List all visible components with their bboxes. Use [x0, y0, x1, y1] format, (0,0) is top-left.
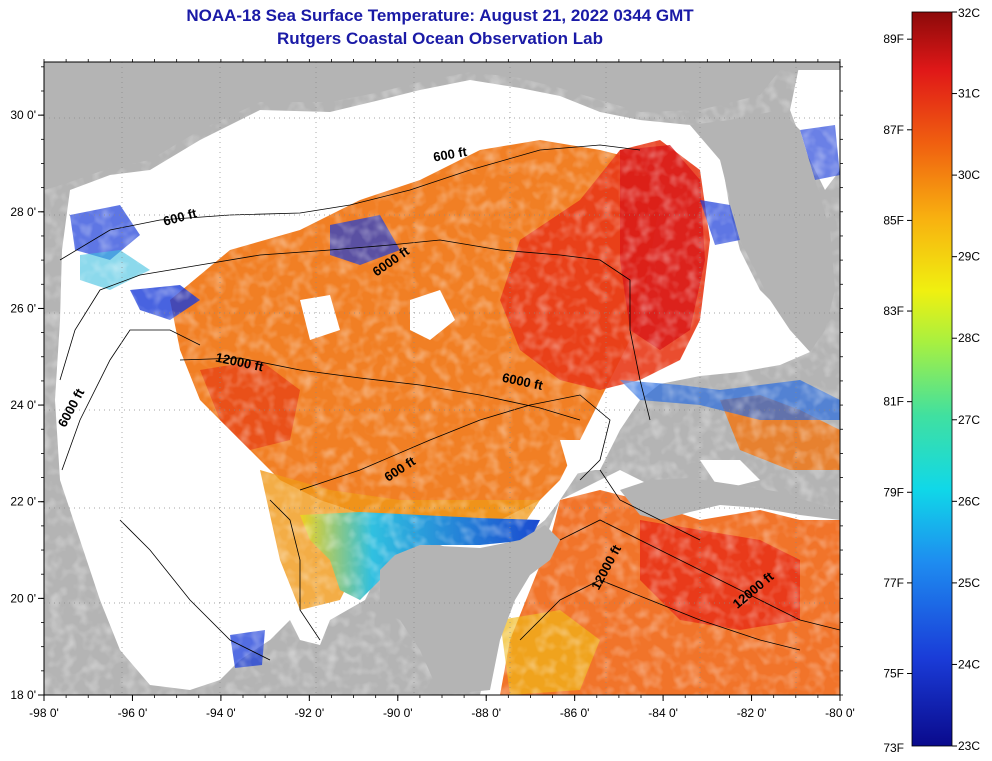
lon-tick-label: -96 0' [118, 706, 148, 720]
lat-lon-grid [44, 62, 840, 695]
lon-tick-label: -82 0' [737, 706, 767, 720]
lon-tick-label: -94 0' [206, 706, 236, 720]
contour-label: 600 ft [432, 144, 469, 165]
lon-tick-label: -92 0' [295, 706, 325, 720]
fahrenheit-label: 85F [883, 213, 904, 227]
lon-tick-label: -88 0' [471, 706, 501, 720]
celsius-label: 24C [958, 657, 980, 671]
celsius-label: 30C [958, 168, 980, 182]
fahrenheit-label: 75F [883, 667, 904, 681]
lon-tick-label: -84 0' [648, 706, 678, 720]
bathymetry-contours [59, 144, 840, 661]
fahrenheit-label: 83F [883, 304, 904, 318]
fahrenheit-label: 77F [883, 576, 904, 590]
fahrenheit-label: 81F [883, 395, 904, 409]
cuba-land [620, 478, 840, 520]
lon-tick-label: -80 0' [825, 706, 855, 720]
lon-tick-label: -90 0' [383, 706, 413, 720]
map-subtitle: Rutgers Coastal Ocean Observation Lab [277, 29, 603, 48]
lat-tick-label: 28 0' [10, 205, 36, 219]
celsius-label: 28C [958, 331, 980, 345]
lat-tick-label: 20 0' [10, 591, 36, 605]
yucatan-land [380, 525, 560, 695]
north-gulf-coast-land [44, 62, 840, 190]
lat-tick-label: 26 0' [10, 301, 36, 315]
lon-tick-label: -86 0' [560, 706, 590, 720]
celsius-label: 25C [958, 576, 980, 590]
lon-tick-label: -98 0' [29, 706, 59, 720]
florida-land [690, 110, 835, 352]
lat-tick-label: 22 0' [10, 495, 36, 509]
fahrenheit-label: 89F [883, 32, 904, 46]
lat-tick-label: 18 0' [10, 688, 36, 702]
colorbar [911, 11, 953, 747]
colorbar-scale: 32C 31C 30C 29C 28C 27C 26C 25C 24C 23C 89F 87F 85F 8… [883, 6, 980, 755]
celsius-label: 27C [958, 413, 980, 427]
celsius-label: 32C [958, 6, 980, 20]
fahrenheit-label: 73F [883, 741, 904, 755]
celsius-label: 31C [958, 87, 980, 101]
celsius-label: 26C [958, 494, 980, 508]
fahrenheit-label: 87F [883, 123, 904, 137]
map-axes: -98 0' -96 0' -94 0' -92 0' -90 0' -88 0' -86 … [10, 59, 855, 720]
fahrenheit-label: 79F [883, 485, 904, 499]
map-title: NOAA-18 Sea Surface Temperature: August … [186, 6, 694, 25]
lat-tick-label: 24 0' [10, 398, 36, 412]
celsius-label: 29C [958, 250, 980, 264]
celsius-label: 23C [958, 739, 980, 753]
lat-tick-label: 30 0' [10, 108, 36, 122]
